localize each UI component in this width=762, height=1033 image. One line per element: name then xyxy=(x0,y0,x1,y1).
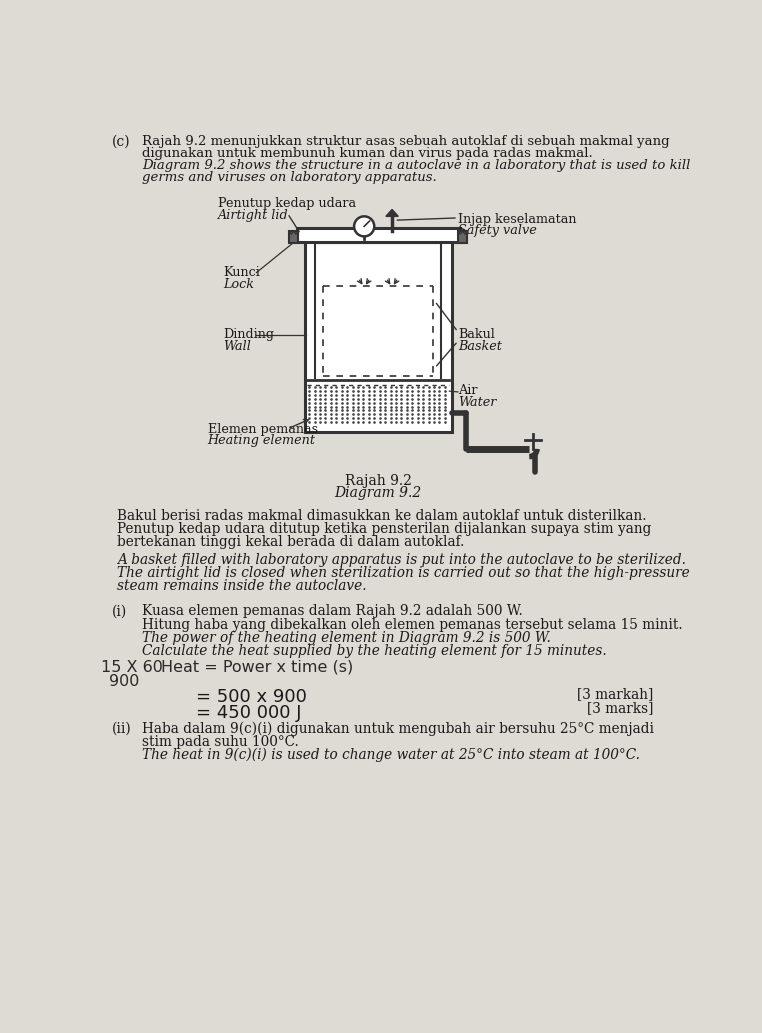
Text: digunakan untuk membunuh kuman dan virus pada radas makmal.: digunakan untuk membunuh kuman dan virus… xyxy=(142,147,593,160)
Text: Wall: Wall xyxy=(223,340,251,352)
Bar xyxy=(305,238,452,432)
Text: = 500 x 900: = 500 x 900 xyxy=(196,688,307,706)
Text: 900: 900 xyxy=(109,674,139,689)
Bar xyxy=(296,228,459,242)
Text: Bakul: Bakul xyxy=(458,328,495,341)
Text: Diagram 9.2: Diagram 9.2 xyxy=(335,486,421,500)
Text: Safety valve: Safety valve xyxy=(458,224,536,237)
Text: stim pada suhu 100°C.: stim pada suhu 100°C. xyxy=(142,734,299,749)
Text: Injap keselamatan: Injap keselamatan xyxy=(458,213,576,225)
Text: A basket filled with laboratory apparatus is put into the autoclave to be steril: A basket filled with laboratory apparatu… xyxy=(117,553,686,567)
Text: (ii): (ii) xyxy=(112,721,132,735)
Bar xyxy=(289,231,298,244)
Text: Airtight lid: Airtight lid xyxy=(218,209,288,222)
Text: Haba dalam 9(c)(i) digunakan untuk mengubah air bersuhu 25°C menjadi: Haba dalam 9(c)(i) digunakan untuk mengu… xyxy=(142,721,654,735)
Text: = 450 000 J: = 450 000 J xyxy=(196,703,302,722)
Text: Calculate the heat supplied by the heating element for 15 minutes.: Calculate the heat supplied by the heati… xyxy=(142,644,607,658)
Text: germs and viruses on laboratory apparatus.: germs and viruses on laboratory apparatu… xyxy=(142,170,437,184)
Text: Heating element: Heating element xyxy=(207,434,315,447)
Text: Hitung haba yang dibekalkan oleh elemen pemanas tersebut selama 15 minit.: Hitung haba yang dibekalkan oleh elemen … xyxy=(142,618,683,631)
Text: 15 X 60: 15 X 60 xyxy=(101,660,163,675)
Text: Basket: Basket xyxy=(458,340,502,352)
Text: Penutup kedap udara ditutup ketika pensterilan dijalankan supaya stim yang: Penutup kedap udara ditutup ketika penst… xyxy=(117,522,652,536)
Text: [3 markah]: [3 markah] xyxy=(577,688,653,701)
Text: Kunci: Kunci xyxy=(223,267,260,279)
Polygon shape xyxy=(386,210,399,216)
Text: [3 marks]: [3 marks] xyxy=(587,701,653,716)
Text: (c): (c) xyxy=(112,134,131,149)
Text: Dinding: Dinding xyxy=(223,328,274,341)
Text: Bakul berisi radas makmal dimasukkan ke dalam autoklaf untuk disterilkan.: Bakul berisi radas makmal dimasukkan ke … xyxy=(117,509,646,523)
Text: The power of the heating element in Diagram 9.2 is 500 W.: The power of the heating element in Diag… xyxy=(142,630,551,645)
Text: Kuasa elemen pemanas dalam Rajah 9.2 adalah 500 W.: Kuasa elemen pemanas dalam Rajah 9.2 ada… xyxy=(142,604,523,619)
Text: Penutup kedap udara: Penutup kedap udara xyxy=(218,197,356,210)
Text: Rajah 9.2: Rajah 9.2 xyxy=(344,474,411,489)
Text: Air: Air xyxy=(458,384,478,398)
Text: Lock: Lock xyxy=(223,278,254,291)
Text: Water: Water xyxy=(458,396,496,409)
Text: The heat in 9(c)(i) is used to change water at 25°C into steam at 100°C.: The heat in 9(c)(i) is used to change wa… xyxy=(142,748,640,762)
Text: The airtight lid is closed when sterilization is carried out so that the high-pr: The airtight lid is closed when steriliz… xyxy=(117,566,690,580)
Bar xyxy=(458,231,467,244)
Text: (i): (i) xyxy=(112,604,127,619)
Circle shape xyxy=(354,216,374,237)
Text: Diagram 9.2 shows the structure in a autoclave in a laboratory that is used to k: Diagram 9.2 shows the structure in a aut… xyxy=(142,159,690,173)
Text: Elemen pemanas: Elemen pemanas xyxy=(207,422,318,436)
Text: bertekanan tinggi kekal berada di dalam autoklaf.: bertekanan tinggi kekal berada di dalam … xyxy=(117,535,464,550)
Text: Heat = Power x time (s): Heat = Power x time (s) xyxy=(161,660,354,675)
Text: steam remains inside the autoclave.: steam remains inside the autoclave. xyxy=(117,580,367,593)
Text: Rajah 9.2 menunjukkan struktur asas sebuah autoklaf di sebuah makmal yang: Rajah 9.2 menunjukkan struktur asas sebu… xyxy=(142,134,669,148)
